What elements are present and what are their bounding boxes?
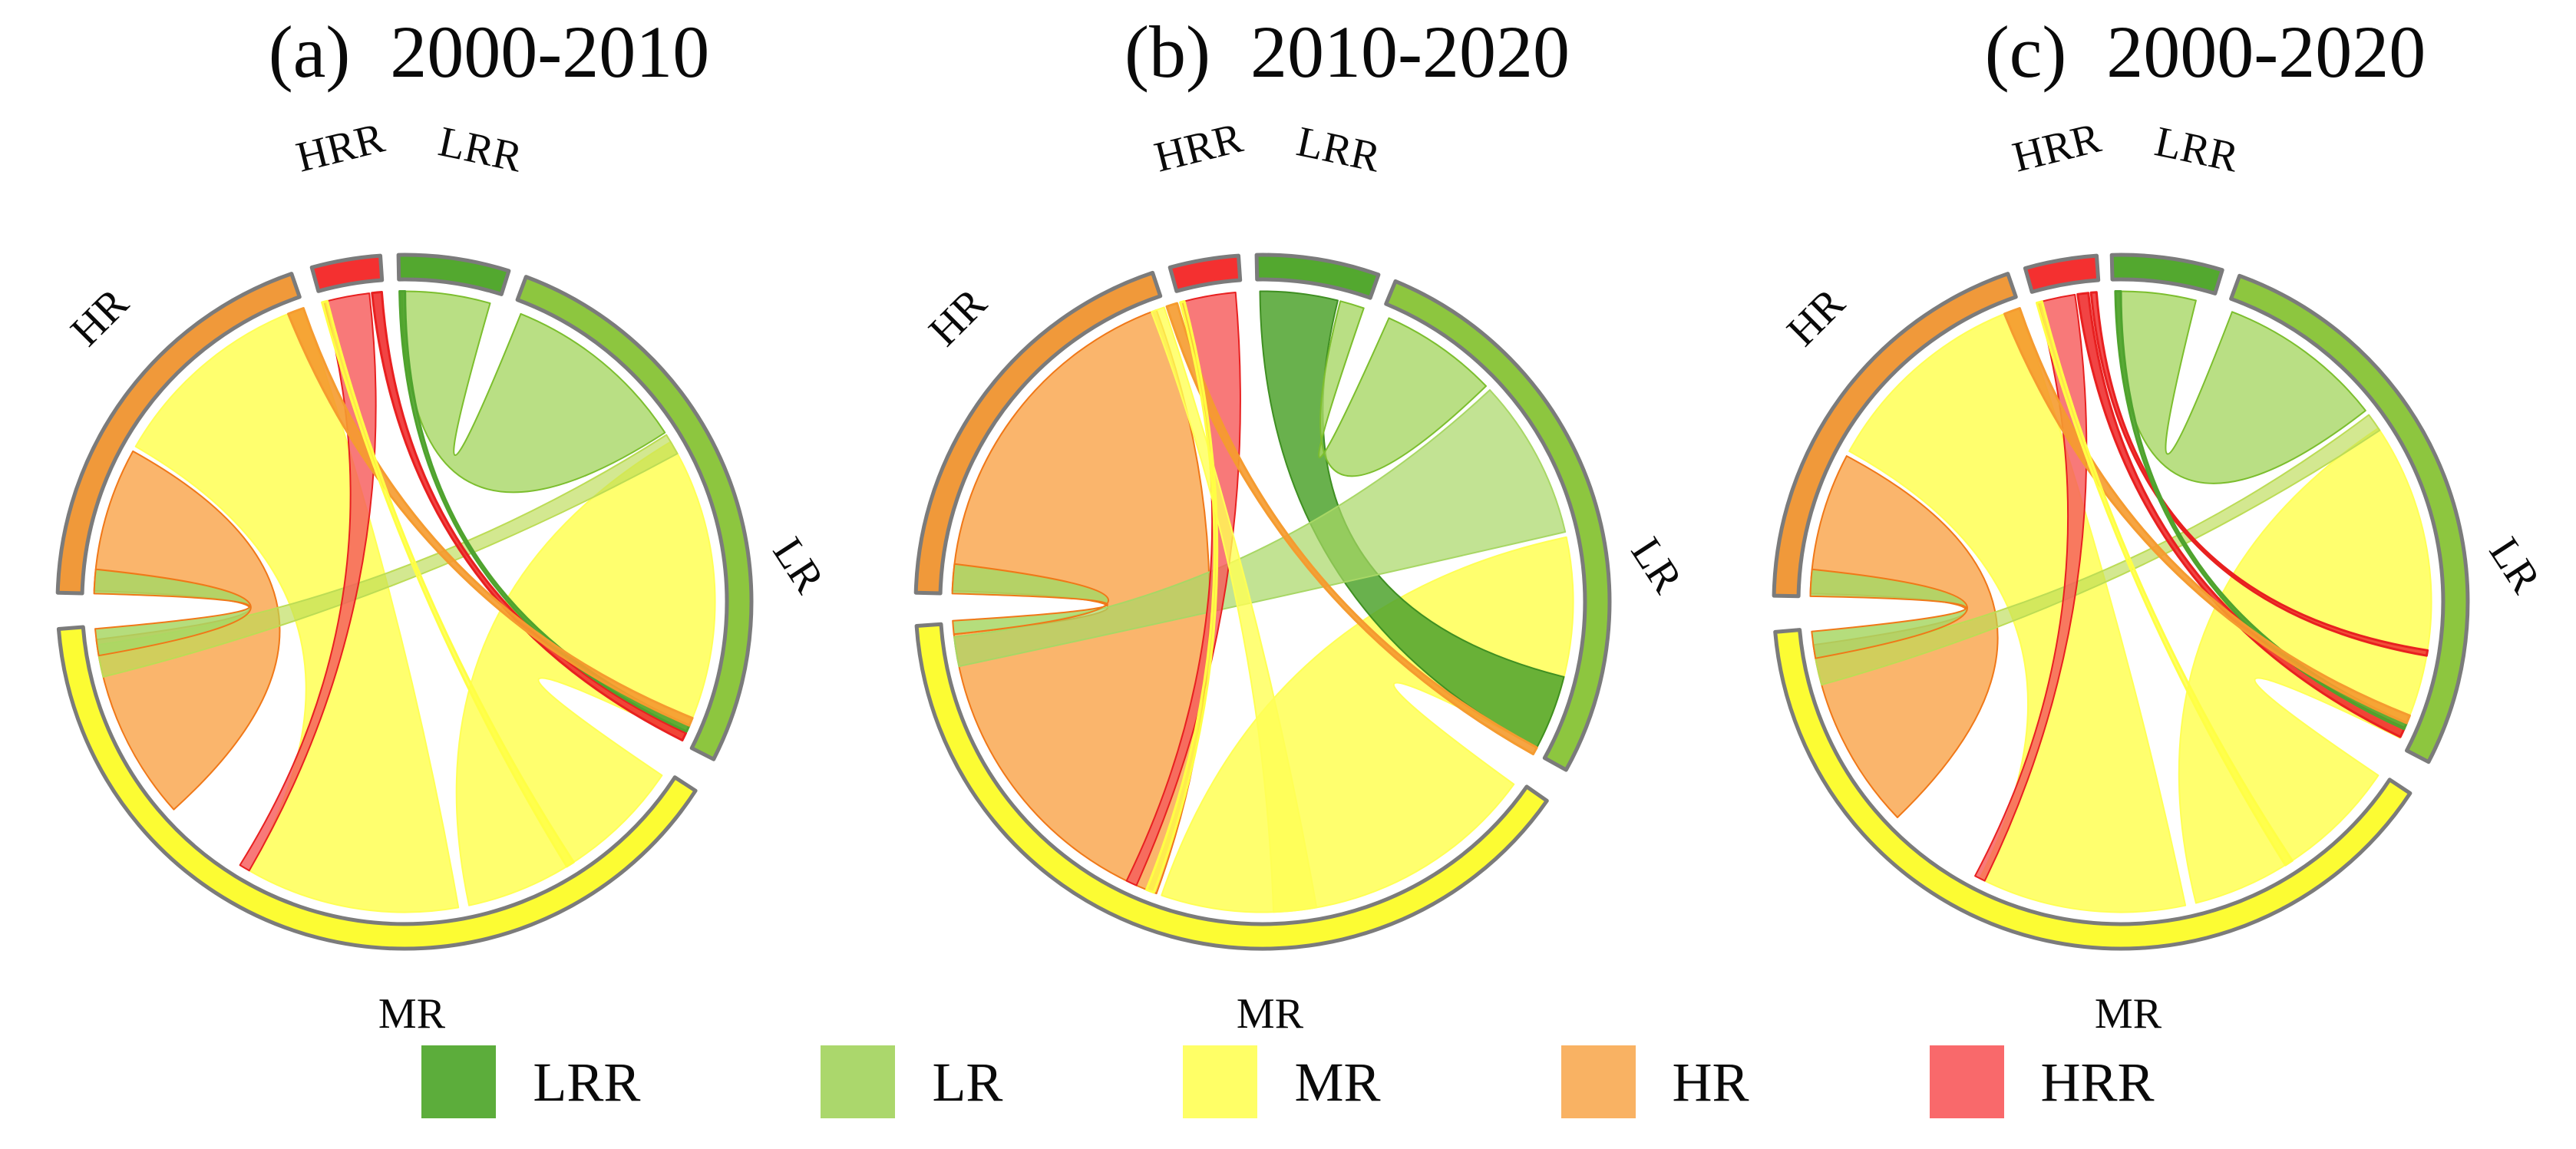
ribbon-a-hr-lr-8: [287, 307, 694, 727]
segment-arc-c-lr: [2229, 273, 2470, 764]
ribbon-a-hrr-mr-5: [239, 292, 377, 872]
ribbon-b-hr-lr-7: [1165, 302, 1538, 756]
ribbon-b-mr-hrr-9: [1145, 300, 1219, 894]
legend-swatch-lr: [821, 1045, 896, 1118]
segment-label-c-mr: MR: [2095, 990, 2162, 1038]
legend-label-lr: LR: [932, 1051, 1003, 1113]
legend-item-hr: HR: [1560, 1045, 1749, 1118]
ribbon-c-hr-lr-9: [2003, 307, 2411, 725]
panel-period-c: 2000-2020: [2106, 11, 2426, 93]
segment-arc-c-lrr: [2109, 253, 2224, 296]
chord-panel-b: HR HRR LRR LR MR: [913, 114, 1692, 1038]
ribbon-a-hrr-lr-6: [371, 291, 688, 741]
segment-arc-b-hr: [913, 270, 1163, 596]
segment-arc-a-lr: [515, 275, 754, 761]
segment-arc-a-hr: [55, 272, 302, 596]
segment-arc-a-mr: [56, 625, 698, 951]
ribbon-b-hrr-mr-6: [1125, 292, 1241, 887]
segment-arc-c-hr: [1772, 272, 2018, 599]
ribbon-a-lrr-lr-2: [401, 290, 666, 494]
panel-period-b: 2010-2020: [1250, 11, 1570, 93]
ribbon-a-mr-hrr-10: [321, 299, 575, 868]
legend-swatch-lrr: [421, 1045, 497, 1118]
segment-arc-b-mr: [914, 622, 1549, 951]
legend-item-hrr: HRR: [1929, 1045, 2155, 1118]
ribbon-c-mr-hrr-11: [2036, 300, 2294, 867]
legend-item-lrr: LRR: [421, 1045, 640, 1118]
segment-label-c-hrr: HRR: [2008, 114, 2105, 181]
panel-title-a: (a) 2000-2010: [60, 9, 918, 94]
panel-letter-b: (b): [1125, 11, 1210, 93]
panel-title-c: (c) 2000-2020: [1776, 9, 2576, 94]
segment-label-a-hr: HR: [62, 279, 138, 355]
segment-label-b-lr: LR: [1622, 530, 1692, 602]
segment-label-c-lrr: LRR: [2151, 117, 2243, 181]
segment-label-b-hrr: HRR: [1150, 114, 1247, 181]
panel-period-a: 2000-2010: [390, 11, 710, 93]
chord-panel-c: HR HRR LRR LR MR: [1772, 114, 2550, 1038]
legend: LRR LR MR HR HRR: [0, 1045, 2576, 1118]
legend-swatch-mr: [1183, 1045, 1258, 1118]
ribbon-c-hrr-mr-5: [1974, 293, 2088, 882]
legend-label-hr: HR: [1672, 1051, 1749, 1113]
segment-arc-a-hrr: [309, 253, 385, 293]
ribbon-b-lr-mr-4: [953, 389, 1567, 668]
segment-label-a-lr: LR: [764, 530, 834, 602]
ribbon-b-lrr-lr-3: [1318, 300, 1487, 477]
legend-label-mr: MR: [1294, 1051, 1381, 1113]
panel-letter-c: (c): [1984, 11, 2067, 93]
segment-arc-c-mr: [1773, 628, 2413, 951]
ribbon-b-mr-hr-5: [951, 563, 1110, 636]
legend-label-lrr: LRR: [533, 1051, 641, 1113]
segment-arc-b-hrr: [1167, 253, 1243, 293]
segment-arc-b-lrr: [1254, 253, 1381, 300]
ribbon-a-lr-mr-4: [96, 434, 679, 678]
legend-item-lr: LR: [821, 1045, 1002, 1118]
segment-label-c-hr: HR: [1778, 279, 1854, 355]
ribbon-c-mr-hr-10: [1809, 568, 1968, 659]
segment-arc-b-lr: [1384, 279, 1612, 772]
ribbon-b-mr-hr-8: [1151, 306, 1318, 913]
segment-arc-c-hrr: [2023, 253, 2101, 294]
segment-label-b-hr: HR: [920, 279, 996, 355]
segment-label-a-lrr: LRR: [434, 117, 527, 181]
ribbon-c-lrr-lr-2: [2114, 290, 2366, 484]
legend-swatch-hrr: [1929, 1045, 2004, 1118]
segment-label-b-lrr: LRR: [1293, 117, 1385, 181]
legend-label-hrr: HRR: [2040, 1051, 2155, 1113]
segment-label-c-lr: LR: [2480, 530, 2550, 602]
segment-label-a-hrr: HRR: [292, 114, 389, 181]
chord-panel-a: HR HRR LRR LR MR: [55, 114, 834, 1038]
segment-label-b-mr: MR: [1237, 990, 1304, 1038]
ribbon-a-mr-hr-9: [93, 568, 252, 657]
segment-label-a-mr: MR: [378, 990, 446, 1038]
legend-item-mr: MR: [1183, 1045, 1381, 1118]
segment-arc-a-lrr: [396, 253, 511, 296]
panel-title-b: (b) 2010-2020: [918, 9, 1776, 94]
legend-swatch-hr: [1560, 1045, 1636, 1118]
panel-letter-a: (a): [268, 11, 351, 93]
